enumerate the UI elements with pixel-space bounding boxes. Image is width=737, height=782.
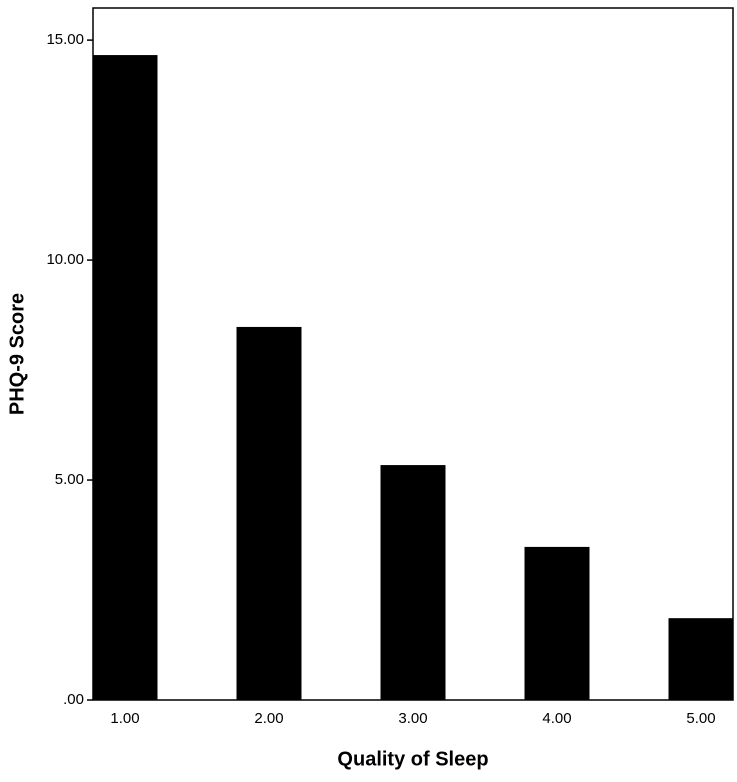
y-tick-label: 5.00 bbox=[55, 471, 84, 488]
x-axis-title: Quality of Sleep bbox=[337, 748, 488, 770]
y-tick-label: 10.00 bbox=[46, 251, 84, 268]
y-tick-label: .00 bbox=[63, 691, 84, 708]
x-tick-label: 2.00 bbox=[254, 710, 283, 727]
bar bbox=[380, 465, 446, 700]
x-tick-label: 4.00 bbox=[542, 710, 571, 727]
bar bbox=[524, 546, 590, 700]
x-tick-label: 3.00 bbox=[398, 710, 427, 727]
bar bbox=[92, 55, 158, 700]
x-tick-label: 1.00 bbox=[110, 710, 139, 727]
bar bbox=[236, 326, 302, 700]
x-tick-label: 5.00 bbox=[686, 710, 715, 727]
y-tick-label: 15.00 bbox=[46, 31, 84, 48]
bar bbox=[668, 618, 734, 700]
y-axis-title: PHQ-9 Score bbox=[6, 293, 28, 415]
